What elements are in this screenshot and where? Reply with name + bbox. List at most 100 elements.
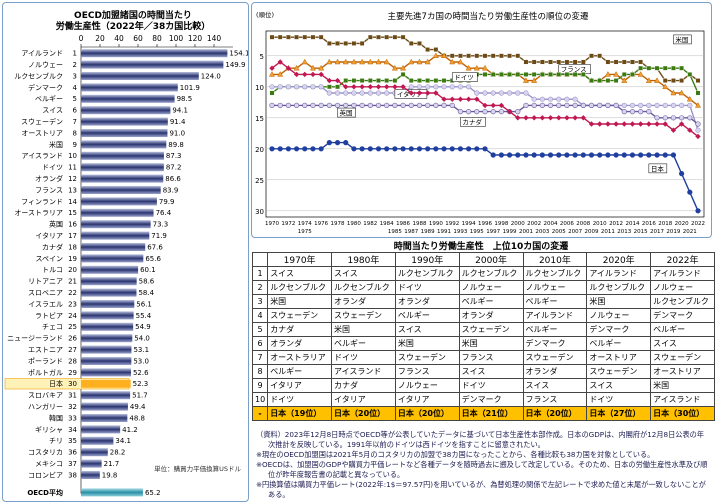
- rank-table-cell: スイス: [522, 378, 588, 393]
- series-point: [523, 152, 529, 158]
- series-point: [507, 71, 512, 77]
- bar-value-label: 55.4: [136, 312, 152, 320]
- series-point: [384, 102, 390, 108]
- series-point: [588, 121, 595, 127]
- rank-table-cell: フランス: [394, 364, 460, 379]
- series-point: [645, 77, 652, 83]
- bar: [81, 83, 178, 92]
- series-label: ドイツ: [454, 74, 474, 82]
- bar-category-label: デンマーク: [28, 83, 63, 92]
- series-point: [539, 59, 545, 65]
- series-point: [269, 102, 275, 108]
- series-point: [564, 102, 570, 108]
- rank-table-cell: スウェーデン: [458, 322, 524, 337]
- bar-category-label: コロンビア: [28, 470, 63, 479]
- series-point: [384, 90, 390, 96]
- series-point: [310, 84, 316, 90]
- series-point: [654, 115, 660, 121]
- series-point: [269, 146, 275, 152]
- rank-table-cell: ドイツ: [586, 392, 652, 407]
- series-point: [269, 65, 275, 71]
- series-point: [687, 102, 693, 108]
- series-point: [449, 96, 455, 102]
- series-point: [400, 71, 406, 77]
- series-point: [466, 146, 472, 152]
- bar-value-label: 149.9: [225, 61, 245, 69]
- line-x-tick-label: 2015: [634, 229, 648, 235]
- rank-table-cell: ベルギー: [267, 364, 333, 379]
- line-x-tick-label: 1998: [494, 221, 508, 227]
- series-point: [310, 71, 316, 78]
- series-point: [548, 71, 553, 77]
- rank-table-row: 1 スイス スイス ルクセンブルク ルクセンブルク ルクセンブルク アイルランド アイルランド: [251, 266, 715, 281]
- rank-number: 2: [251, 280, 269, 295]
- series-point: [547, 115, 554, 121]
- bar-category-label: 英国: [49, 220, 63, 229]
- line-x-tick-label: 1986: [396, 221, 410, 227]
- rank-table-cell: ドイツ: [267, 392, 333, 407]
- series-point: [539, 102, 545, 108]
- series-point: [605, 59, 611, 65]
- rank-table-cell: オランダ: [522, 364, 588, 379]
- series-point: [335, 84, 340, 90]
- bar-category-label: フィンランド: [21, 198, 63, 206]
- bar-value-label: 52.3: [133, 380, 149, 388]
- rank-table-cell: ルクセンブルク: [331, 280, 396, 295]
- rank-table-cell: オーストラリア: [267, 350, 333, 365]
- series-point: [417, 78, 422, 84]
- series-point: [588, 102, 595, 108]
- line-x-tick-label: 1990: [429, 221, 443, 227]
- series-point: [597, 53, 603, 59]
- series-point: [277, 102, 283, 108]
- bar-rank-label: 33: [68, 414, 77, 422]
- series-point: [605, 152, 611, 158]
- bar-value-label: 49.4: [130, 403, 146, 411]
- series-point: [457, 96, 464, 102]
- series-point: [638, 65, 644, 71]
- bar-category-label: 韓国: [49, 413, 63, 422]
- bar-category-label: エストニア: [28, 346, 63, 354]
- bar-rank-label: 12: [68, 175, 77, 183]
- bar: [81, 151, 164, 160]
- bar: [81, 60, 224, 69]
- bar-unit-label: 単位：購買力平価換算USドル: [154, 464, 241, 473]
- series-label-box: [460, 117, 486, 127]
- series-point: [293, 146, 300, 152]
- series-point: [416, 102, 423, 108]
- note-revision: ※OECDは、加盟国のGDPや購買力平価レートなど各種データを随時過去に遡及して…: [256, 460, 708, 479]
- line-x-tick-label: 2008: [576, 221, 590, 227]
- rank-table-cell: ルクセンブルク: [267, 280, 333, 295]
- bar-value-label: 58.6: [139, 278, 155, 286]
- bar-rank-label: 8: [73, 129, 77, 137]
- series-point: [326, 77, 333, 84]
- rank-table-cell: ドイツ: [394, 280, 460, 295]
- series-point: [457, 146, 464, 152]
- bar-rank-label: 3: [73, 72, 77, 80]
- rank-table-cell: ベルギー: [394, 308, 460, 323]
- bar-category-label: カナダ: [42, 242, 63, 251]
- bar-value-label: 76.4: [156, 209, 172, 217]
- bar: [81, 288, 137, 297]
- series-point: [343, 84, 349, 90]
- bar-rank-label: 20: [68, 266, 77, 274]
- line-x-tick-label: 1975: [298, 229, 312, 235]
- rank-number: 6: [251, 336, 269, 351]
- series-point: [400, 84, 406, 90]
- series-point: [432, 52, 439, 59]
- series-point: [416, 58, 423, 65]
- rank-table-cell: ルクセンブルク: [650, 294, 715, 309]
- rank-table-cell: 日本（21位）: [458, 406, 524, 421]
- rank-table-header-row: 1970年 1980年 1990年 2000年 2010年 2020年 2022年: [251, 252, 715, 267]
- series-point: [687, 189, 693, 195]
- bar-rank-label: 6: [73, 107, 78, 115]
- series-point: [400, 64, 407, 71]
- rank-table-cell: スウェーデン: [331, 308, 396, 323]
- series-point: [425, 146, 431, 152]
- series-point: [515, 90, 521, 96]
- rank-number: 5: [251, 322, 269, 337]
- series-point: [522, 77, 529, 83]
- bar-rank-label: 32: [68, 403, 77, 411]
- series-point: [556, 102, 562, 108]
- bar-rank-label: 24: [68, 312, 77, 320]
